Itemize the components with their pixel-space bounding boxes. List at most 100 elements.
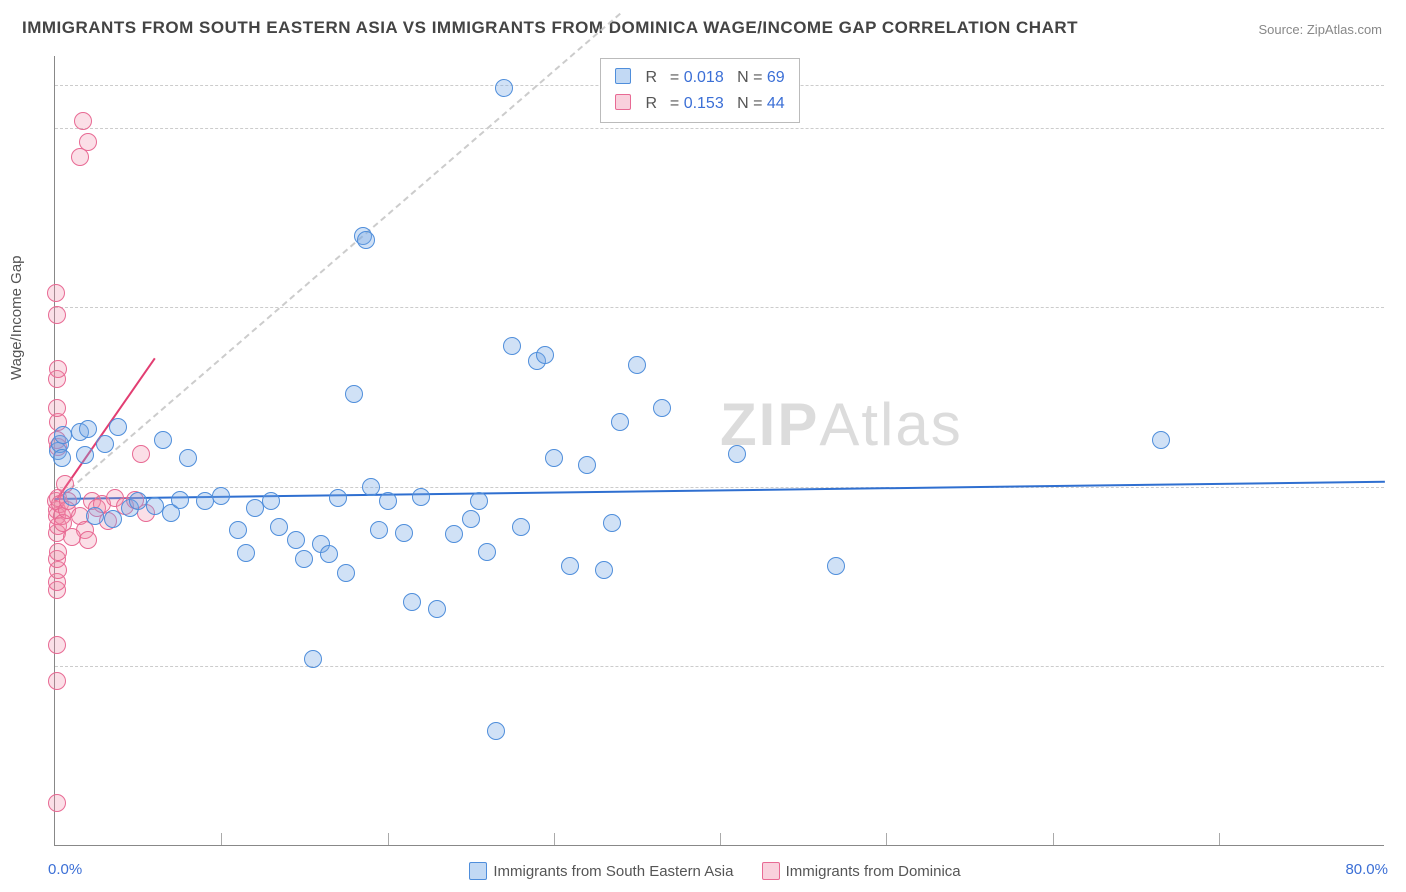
gridline-h — [55, 666, 1384, 667]
point-se-asia — [295, 550, 313, 568]
x-tick — [221, 833, 222, 845]
point-se-asia — [229, 521, 247, 539]
legend-swatch-blue — [615, 68, 631, 84]
point-se-asia — [287, 531, 305, 549]
point-se-asia — [611, 413, 629, 431]
point-se-asia — [470, 492, 488, 510]
point-se-asia — [536, 346, 554, 364]
x-tick — [1053, 833, 1054, 845]
point-se-asia — [237, 544, 255, 562]
point-se-asia — [478, 543, 496, 561]
point-se-asia — [196, 492, 214, 510]
point-dominica — [63, 528, 81, 546]
legend2-label-pink: Immigrants from Dominica — [786, 863, 961, 880]
point-se-asia — [63, 488, 81, 506]
point-se-asia — [345, 385, 363, 403]
point-se-asia — [462, 510, 480, 528]
chart-title: IMMIGRANTS FROM SOUTH EASTERN ASIA VS IM… — [22, 18, 1078, 38]
legend2-label-blue: Immigrants from South Eastern Asia — [493, 863, 733, 880]
point-se-asia — [96, 435, 114, 453]
point-dominica — [48, 794, 66, 812]
point-se-asia — [86, 507, 104, 525]
point-se-asia — [357, 231, 375, 249]
x-axis-min-label: 0.0% — [48, 861, 82, 878]
y-axis-label: Wage/Income Gap — [8, 255, 25, 380]
point-dominica — [48, 306, 66, 324]
stat-n-blue: 69 — [767, 69, 785, 86]
point-se-asia — [154, 431, 172, 449]
legend-bottom: Immigrants from South Eastern Asia Immig… — [0, 862, 1406, 880]
point-se-asia — [603, 514, 621, 532]
point-se-asia — [412, 488, 430, 506]
point-se-asia — [495, 79, 513, 97]
x-tick — [388, 833, 389, 845]
trend-line — [54, 13, 621, 503]
point-dominica — [79, 531, 97, 549]
point-se-asia — [545, 449, 563, 467]
trend-line — [55, 481, 1385, 500]
legend2-swatch-blue — [469, 862, 487, 880]
point-se-asia — [76, 446, 94, 464]
x-axis-max-label: 80.0% — [1345, 861, 1388, 878]
point-se-asia — [487, 722, 505, 740]
point-dominica — [47, 284, 65, 302]
point-se-asia — [827, 557, 845, 575]
point-se-asia — [212, 487, 230, 505]
point-dominica — [48, 399, 66, 417]
point-se-asia — [54, 426, 72, 444]
legend2-swatch-pink — [762, 862, 780, 880]
gridline-h — [55, 487, 1384, 488]
point-dominica — [48, 672, 66, 690]
x-tick — [720, 833, 721, 845]
point-se-asia — [129, 492, 147, 510]
point-se-asia — [104, 510, 122, 528]
point-se-asia — [304, 650, 322, 668]
point-se-asia — [578, 456, 596, 474]
point-se-asia — [395, 524, 413, 542]
point-se-asia — [329, 489, 347, 507]
point-dominica — [49, 360, 67, 378]
scatter-plot: 12.5%25.0%37.5%50.0% — [54, 56, 1384, 846]
point-dominica — [74, 112, 92, 130]
point-se-asia — [653, 399, 671, 417]
point-se-asia — [270, 518, 288, 536]
point-se-asia — [379, 492, 397, 510]
point-se-asia — [595, 561, 613, 579]
legend-swatch-pink — [615, 94, 631, 110]
point-se-asia — [512, 518, 530, 536]
point-se-asia — [428, 600, 446, 618]
stat-r-blue: 0.018 — [684, 69, 724, 86]
gridline-h — [55, 128, 1384, 129]
chart-source: Source: ZipAtlas.com — [1258, 22, 1382, 37]
point-se-asia — [337, 564, 355, 582]
stat-r-pink: 0.153 — [684, 95, 724, 112]
gridline-h — [55, 307, 1384, 308]
x-tick — [1219, 833, 1220, 845]
point-se-asia — [262, 492, 280, 510]
point-se-asia — [246, 499, 264, 517]
point-se-asia — [728, 445, 746, 463]
point-se-asia — [79, 420, 97, 438]
point-se-asia — [628, 356, 646, 374]
x-tick — [554, 833, 555, 845]
point-dominica — [79, 133, 97, 151]
point-se-asia — [179, 449, 197, 467]
point-se-asia — [561, 557, 579, 575]
point-se-asia — [171, 491, 189, 509]
point-se-asia — [370, 521, 388, 539]
point-se-asia — [503, 337, 521, 355]
point-se-asia — [320, 545, 338, 563]
x-tick — [886, 833, 887, 845]
point-se-asia — [1152, 431, 1170, 449]
stats-legend-box: R = 0.018 N = 69 R = 0.153 N = 44 — [600, 58, 800, 123]
point-se-asia — [362, 478, 380, 496]
point-dominica — [132, 445, 150, 463]
point-dominica — [48, 636, 66, 654]
point-dominica — [49, 543, 67, 561]
point-se-asia — [53, 449, 71, 467]
point-se-asia — [109, 418, 127, 436]
stat-n-pink: 44 — [767, 95, 785, 112]
point-se-asia — [146, 497, 164, 515]
point-se-asia — [445, 525, 463, 543]
point-se-asia — [403, 593, 421, 611]
